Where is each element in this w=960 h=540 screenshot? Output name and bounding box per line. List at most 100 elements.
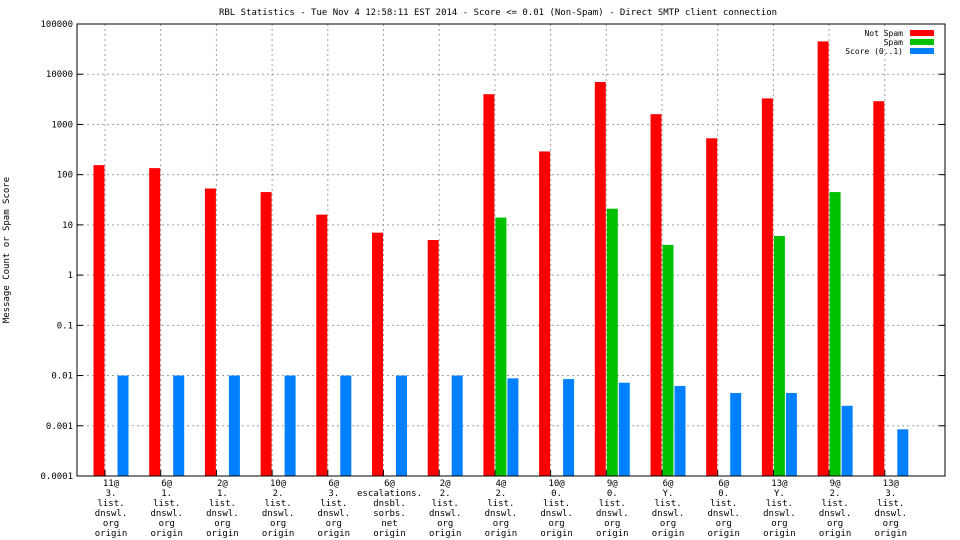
x-tick-label-line: net — [381, 519, 397, 529]
legend-swatch — [910, 30, 934, 36]
x-tick-label-line: list. — [710, 499, 737, 509]
x-tick-label-line: origin — [318, 529, 351, 539]
x-tick-label-line: dnswl. — [318, 509, 351, 519]
bar-not-spam — [372, 232, 383, 476]
bar-not-spam — [817, 41, 829, 476]
x-tick-label: 9@ 2. list. dnswl. org origin — [819, 479, 852, 539]
x-tick-label-line: origin — [150, 529, 183, 539]
x-tick-label-line: list. — [487, 499, 514, 509]
x-tick-label-line: 2. — [440, 489, 451, 499]
y-tick-label: 10000 — [46, 70, 73, 80]
bar-score-0-1 — [117, 375, 129, 476]
x-tick-label-line: 3. — [106, 489, 117, 499]
x-tick-label-line: 0. — [607, 489, 618, 499]
x-tick-label-line: 10@ — [548, 479, 565, 489]
legend-swatch — [910, 39, 934, 45]
x-tick-label-line: 13@ — [771, 479, 788, 489]
bar-score-0-1 — [284, 375, 296, 476]
x-tick-label-line: 6@ — [328, 479, 339, 489]
bar-score-0-1 — [674, 385, 686, 476]
y-tick-label: 0.0001 — [40, 472, 73, 482]
y-tick-label: 0.001 — [46, 422, 73, 432]
x-tick-label-line: list. — [153, 499, 180, 509]
y-tick-label: 100000 — [40, 20, 73, 30]
x-tick-label: 2@ 1. list. dnswl. org origin — [206, 479, 239, 539]
x-tick-label-line: list. — [209, 499, 236, 509]
x-tick-label-line: org — [159, 519, 175, 529]
x-tick-label: 6@ 1. list. dnswl. org origin — [150, 479, 183, 539]
x-tick-label-line: org — [660, 519, 676, 529]
x-tick-label-line: list. — [654, 499, 681, 509]
x-tick-label-line: org — [604, 519, 620, 529]
x-tick-label-line: org — [883, 519, 899, 529]
x-tick-label-line: origin — [707, 529, 740, 539]
x-tick-label: 13@ Y. list. dnswl. org origin — [763, 479, 796, 539]
y-tick-label: 0.1 — [57, 321, 73, 331]
x-tick-label-line: 1. — [217, 489, 228, 499]
x-tick-label-line: origin — [652, 529, 685, 539]
x-tick-label-line: 2. — [495, 489, 506, 499]
x-tick-label-line: Y. — [663, 489, 674, 499]
bar-spam — [495, 217, 507, 476]
x-tick-label-line: Y. — [774, 489, 785, 499]
x-tick-label-line: 6@ — [663, 479, 674, 489]
legend-label: Spam — [884, 38, 903, 47]
x-tick-label-line: origin — [95, 529, 128, 539]
bar-spam — [606, 208, 618, 477]
x-tick-label-line: 3. — [328, 489, 339, 499]
x-tick-label-line: org — [771, 519, 787, 529]
y-axis-ticks: 0.0001 0.001 0.01 0.1 1 10 100 1000 10000 100000 — [40, 20, 945, 482]
x-tick-label-line: origin — [819, 529, 852, 539]
x-tick-label-line: 0. — [551, 489, 562, 499]
bar-score-0-1 — [340, 375, 352, 476]
legend-swatch — [910, 48, 934, 54]
x-tick-label-line: list. — [320, 499, 347, 509]
x-tick-label-line: 1. — [161, 489, 172, 499]
x-tick-label-line: escalations. — [357, 489, 422, 499]
bar-score-0-1 — [228, 375, 240, 476]
x-tick-label-line: 10@ — [270, 479, 287, 489]
x-tick-label-line: dnsbl. — [373, 499, 406, 509]
bar-not-spam — [594, 82, 606, 476]
x-tick-label-line: origin — [763, 529, 796, 539]
chart-title: RBL Statistics - Tue Nov 4 12:58:11 EST … — [219, 8, 777, 18]
bar-spam — [662, 244, 674, 476]
x-tick-label-line: origin — [429, 529, 462, 539]
x-tick-label: 6@ 0. list. dnswl. org origin — [707, 479, 740, 539]
bar-score-0-1 — [785, 392, 797, 476]
x-tick-label-line: dnswl. — [429, 509, 462, 519]
legend-label: Not Spam — [864, 29, 903, 38]
bars — [93, 41, 909, 477]
bar-spam — [829, 192, 841, 476]
x-tick-label: 10@ 0. list. dnswl. org origin — [540, 479, 573, 539]
x-tick-label-line: dnswl. — [819, 509, 852, 519]
x-tick-label-line: list. — [265, 499, 292, 509]
x-tick-label-line: 9@ — [607, 479, 618, 489]
bar-not-spam — [260, 192, 272, 476]
x-tick-label-line: org — [103, 519, 119, 529]
x-tick-label-line: 11@ — [103, 479, 120, 489]
bar-not-spam — [873, 101, 885, 476]
x-tick-label-line: 6@ — [718, 479, 729, 489]
x-tick-label-line: dnswl. — [95, 509, 128, 519]
y-tick-label: 10 — [62, 221, 73, 231]
x-tick-label: 11@ 3. list. dnswl. org origin — [95, 479, 128, 539]
bar-score-0-1 — [618, 382, 630, 476]
x-tick-label-line: dnswl. — [875, 509, 908, 519]
x-tick-label: 6@ 3. list. dnswl. org origin — [318, 479, 351, 539]
bar-not-spam — [539, 151, 551, 476]
bar-score-0-1 — [730, 392, 742, 476]
x-tick-label-line: sorbs. — [373, 509, 406, 519]
x-tick-label-line: origin — [485, 529, 518, 539]
x-tick-label-line: dnswl. — [596, 509, 629, 519]
x-tick-label-line: 3. — [885, 489, 896, 499]
bar-score-0-1 — [563, 379, 575, 476]
x-tick-label: 10@ 2. list. dnswl. org origin — [262, 479, 295, 539]
bar-spam — [773, 236, 785, 476]
x-tick-label-line: origin — [373, 529, 406, 539]
bar-not-spam — [650, 114, 662, 476]
x-tick-label-line: 0. — [718, 489, 729, 499]
bar-not-spam — [149, 168, 161, 476]
x-tick-label-line: dnswl. — [206, 509, 239, 519]
